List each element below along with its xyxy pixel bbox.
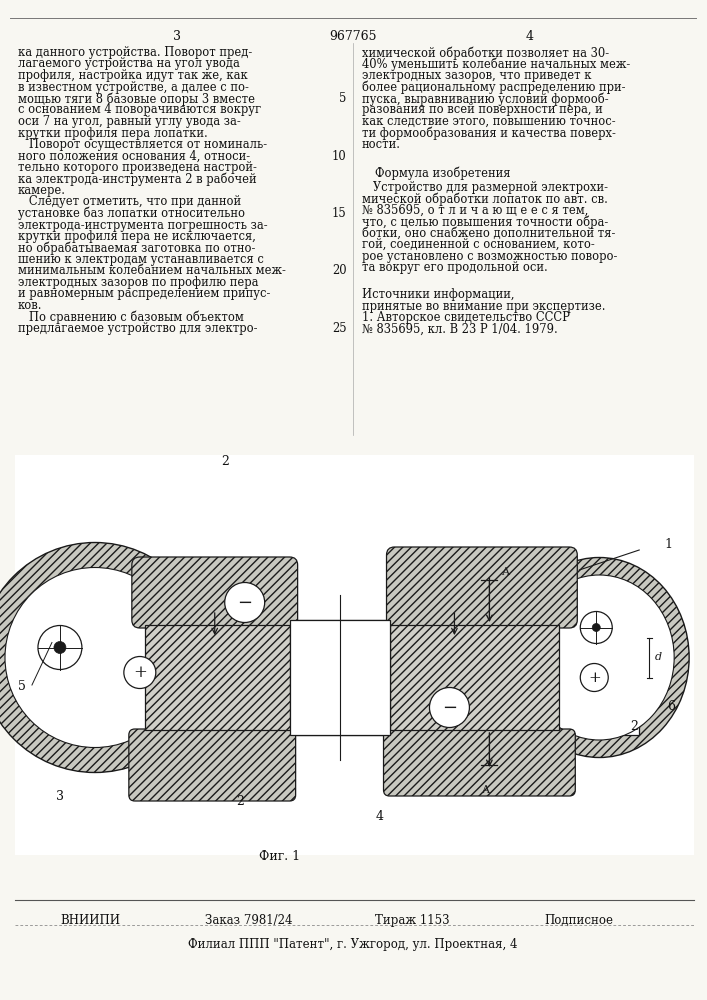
Text: 5: 5 [339,92,346,105]
Text: Фиг. 1: Фиг. 1 [259,850,300,863]
Circle shape [54,642,66,654]
Text: Источники информации,: Источники информации, [361,288,514,301]
Text: оси 7 на угол, равный углу увода за-: оси 7 на угол, равный углу увода за- [18,115,240,128]
Text: 3: 3 [56,790,64,803]
Text: 6: 6 [667,700,675,713]
Text: 5: 5 [18,680,26,693]
Text: крутки профиля пера не исключается,: крутки профиля пера не исключается, [18,230,256,243]
Text: +: + [588,670,601,684]
Text: 20: 20 [332,264,346,277]
Text: 4: 4 [375,810,383,823]
Text: как следствие этого, повышению точнос-: как следствие этого, повышению точнос- [361,115,615,128]
Text: та вокруг его продольной оси.: та вокруг его продольной оси. [361,261,547,274]
Text: Следует отметить, что при данной: Следует отметить, что при данной [18,196,241,209]
Text: 3: 3 [173,30,181,43]
Text: и равномерным распределением припус-: и равномерным распределением припус- [18,288,270,300]
FancyBboxPatch shape [132,557,298,628]
Text: что, с целью повышения точности обра-: что, с целью повышения точности обра- [361,215,608,229]
Circle shape [225,582,264,622]
Text: но обрабатываемая заготовка по отно-: но обрабатываемая заготовка по отно- [18,241,255,255]
Ellipse shape [525,575,674,740]
Text: более рациональному распределению при-: более рациональному распределению при- [361,81,625,94]
Text: Филиал ППП "Патент", г. Ужгород, ул. Проектная, 4: Филиал ППП "Патент", г. Ужгород, ул. Про… [188,938,518,951]
Circle shape [580,664,608,692]
Text: установке баз лопатки относительно: установке баз лопатки относительно [18,207,245,221]
FancyBboxPatch shape [383,729,575,796]
Text: электродных зазоров, что приведет к: электродных зазоров, что приведет к [361,69,591,82]
Text: мической обработки лопаток по авт. св.: мической обработки лопаток по авт. св. [361,192,607,206]
Text: Подписное: Подписное [544,914,614,927]
Text: d: d [655,652,662,662]
Text: Формула изобретения: Формула изобретения [375,167,510,180]
Circle shape [5,568,185,748]
Bar [145,625,290,730]
FancyBboxPatch shape [387,547,578,628]
Text: 2: 2 [221,455,228,468]
Circle shape [580,611,612,644]
Text: ков.: ков. [18,299,42,312]
Text: крутки профиля пера лопатки.: крутки профиля пера лопатки. [18,126,208,139]
Text: ботки, оно снабжено дополнительной тя-: ботки, оно снабжено дополнительной тя- [361,227,615,240]
Text: 2: 2 [630,720,638,733]
Text: 2: 2 [235,795,244,808]
Text: ного положения основания 4, относи-: ного положения основания 4, относи- [18,149,250,162]
Text: 15: 15 [332,207,346,220]
Text: принятые во внимание при экспертизе.: принятые во внимание при экспертизе. [361,300,605,313]
Text: профиля, настройка идут так же, как: профиля, настройка идут так же, как [18,69,247,82]
Text: предлагаемое устройство для электро-: предлагаемое устройство для электро- [18,322,257,335]
Text: электрода-инструмента погрешность за-: электрода-инструмента погрешность за- [18,219,268,232]
Text: −: − [442,698,457,716]
Bar [15,455,694,855]
Text: камере.: камере. [18,184,66,197]
Text: электродных зазоров по профилю пера: электродных зазоров по профилю пера [18,276,259,289]
Text: № 835695, о т л и ч а ю щ е е с я тем,: № 835695, о т л и ч а ю щ е е с я тем, [361,204,588,217]
Text: +: + [133,664,147,681]
Circle shape [0,542,210,772]
Text: ВНИИПИ: ВНИИПИ [60,914,120,927]
Text: гой, соединенной с основанием, кото-: гой, соединенной с основанием, кото- [361,238,595,251]
Text: Поворот осуществляется от номиналь-: Поворот осуществляется от номиналь- [18,138,267,151]
Text: Заказ 7981/24: Заказ 7981/24 [205,914,292,927]
Text: По сравнению с базовым объектом: По сравнению с базовым объектом [18,310,244,324]
Bar [390,625,559,730]
Text: A: A [501,567,509,577]
Circle shape [592,624,600,632]
Text: минимальным колебанием начальных меж-: минимальным колебанием начальных меж- [18,264,286,277]
Text: 10: 10 [332,149,346,162]
Circle shape [38,626,82,670]
Text: лагаемого устройства на угол увода: лагаемого устройства на угол увода [18,57,240,70]
Ellipse shape [509,558,689,758]
Text: 1. Авторское свидетельство СССР: 1. Авторское свидетельство СССР [361,311,569,324]
Text: рое установлено с возможностью поворо-: рое установлено с возможностью поворо- [361,250,617,263]
Text: ка данного устройства. Поворот пред-: ка данного устройства. Поворот пред- [18,46,252,59]
Text: Устройство для размерной электрохи-: Устройство для размерной электрохи- [361,181,607,194]
Text: 967765: 967765 [329,30,376,43]
Text: 4: 4 [525,30,533,43]
FancyBboxPatch shape [129,729,296,801]
Text: −: − [237,593,252,611]
Text: Тираж 1153: Тираж 1153 [375,914,449,927]
Text: в известном устройстве, а далее с по-: в известном устройстве, а далее с по- [18,81,249,94]
Text: мощью тяги 8 базовые опоры 3 вместе: мощью тяги 8 базовые опоры 3 вместе [18,92,255,105]
Text: № 835695, кл. В 23 Р 1/04. 1979.: № 835695, кл. В 23 Р 1/04. 1979. [361,323,557,336]
Text: пуска, выравниванию условий формооб-: пуска, выравниванию условий формооб- [361,92,608,105]
Text: 40% уменьшить колебание начальных меж-: 40% уменьшить колебание начальных меж- [361,57,630,71]
Text: ка электрода-инструмента 2 в рабочей: ка электрода-инструмента 2 в рабочей [18,172,257,186]
Text: 1: 1 [664,538,672,552]
Text: 25: 25 [332,322,346,335]
Text: ности.: ности. [361,138,401,151]
Text: химической обработки позволяет на 30-: химической обработки позволяет на 30- [361,46,609,60]
Text: с основанием 4 поворачиваются вокруг: с основанием 4 поворачиваются вокруг [18,104,261,116]
Text: разования по всей поверхности пера, и: разования по всей поверхности пера, и [361,104,602,116]
Text: A: A [481,785,489,795]
Text: шению к электродам устанавливается с: шению к электродам устанавливается с [18,253,264,266]
Bar [85,620,639,735]
Text: ти формообразования и качества поверх-: ти формообразования и качества поверх- [361,126,615,140]
Text: тельно которого произведена настрой-: тельно которого произведена настрой- [18,161,257,174]
Circle shape [429,688,469,728]
Circle shape [124,656,156,688]
Bar [290,620,390,735]
